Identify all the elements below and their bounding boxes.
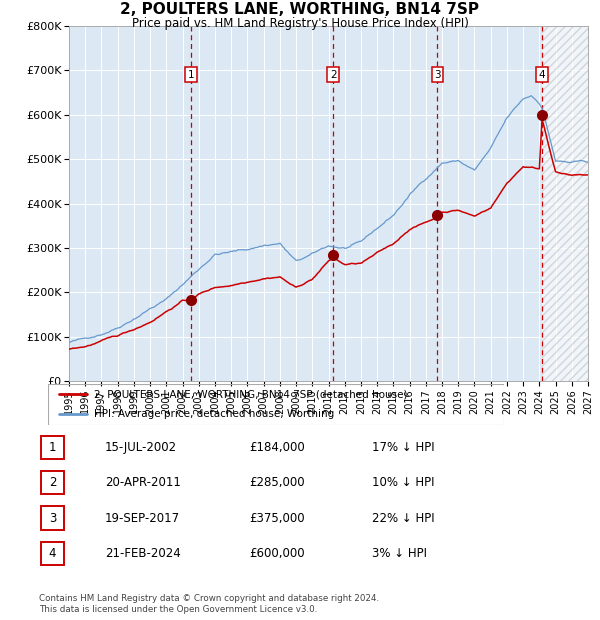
Bar [41, 471, 64, 494]
Bar [542, 26, 588, 381]
Text: 3: 3 [49, 512, 56, 525]
Text: 1: 1 [49, 441, 56, 454]
Text: 15-JUL-2002: 15-JUL-2002 [105, 441, 177, 454]
Bar [41, 542, 64, 565]
Text: 20-APR-2011: 20-APR-2011 [105, 476, 181, 489]
Bar [41, 436, 64, 459]
Text: 3% ↓ HPI: 3% ↓ HPI [372, 547, 427, 560]
Text: 3: 3 [434, 70, 441, 80]
Text: 22% ↓ HPI: 22% ↓ HPI [372, 512, 434, 525]
Text: 4: 4 [49, 547, 56, 560]
Text: 2, POULTERS LANE, WORTHING, BN14 7SP: 2, POULTERS LANE, WORTHING, BN14 7SP [121, 2, 479, 17]
Text: 21-FEB-2024: 21-FEB-2024 [105, 547, 181, 560]
Text: 2: 2 [330, 70, 337, 80]
Text: £375,000: £375,000 [249, 512, 305, 525]
Text: 4: 4 [539, 70, 545, 80]
Text: This data is licensed under the Open Government Licence v3.0.: This data is licensed under the Open Gov… [39, 604, 317, 614]
Text: Price paid vs. HM Land Registry's House Price Index (HPI): Price paid vs. HM Land Registry's House … [131, 17, 469, 30]
Text: HPI: Average price, detached house, Worthing: HPI: Average price, detached house, Wort… [94, 409, 334, 419]
Text: 10% ↓ HPI: 10% ↓ HPI [372, 476, 434, 489]
Text: 17% ↓ HPI: 17% ↓ HPI [372, 441, 434, 454]
Text: £600,000: £600,000 [249, 547, 305, 560]
Text: Contains HM Land Registry data © Crown copyright and database right 2024.: Contains HM Land Registry data © Crown c… [39, 593, 379, 603]
Text: 2, POULTERS LANE, WORTHING, BN14 7SP (detached house): 2, POULTERS LANE, WORTHING, BN14 7SP (de… [94, 389, 407, 399]
Bar [41, 507, 64, 529]
Text: 1: 1 [188, 70, 194, 80]
Text: 2: 2 [49, 476, 56, 489]
Text: 19-SEP-2017: 19-SEP-2017 [105, 512, 180, 525]
Text: £184,000: £184,000 [249, 441, 305, 454]
Text: £285,000: £285,000 [249, 476, 305, 489]
